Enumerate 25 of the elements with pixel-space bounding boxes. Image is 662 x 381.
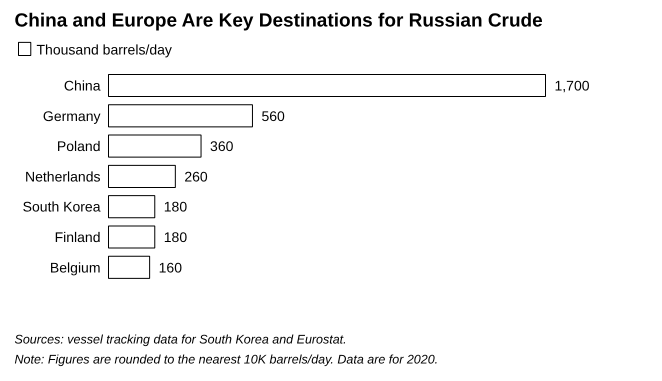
- bar: [108, 225, 156, 249]
- bar: [108, 74, 546, 98]
- text: Note: Figures are rounded to the nearest 10K barrels/day. Data are for 2020.: [14, 352, 438, 366]
- bar: [108, 134, 202, 158]
- y-tick-label: Belgium: [50, 259, 101, 276]
- y-tick-label: Poland: [56, 138, 100, 154]
- data-label: 560: [261, 108, 286, 124]
- data-label: 160: [158, 259, 182, 276]
- chart-title: China and Europe Are Key Destinations for Russian Crude: [14, 10, 543, 32]
- y-tick-label: South Korea: [22, 198, 101, 215]
- source-note: Sources: vessel tracking data for South Korea and Eurostat.: [14, 332, 347, 346]
- data-label: 1,700: [554, 78, 590, 94]
- y-tick-label: China: [64, 78, 101, 94]
- bar: [108, 195, 156, 218]
- y-tick-label: Finland: [54, 229, 101, 245]
- bar: [108, 256, 150, 279]
- data-label: 260: [184, 168, 208, 184]
- y-tick-label: Netherlands: [25, 168, 101, 184]
- data-label: 180: [164, 229, 188, 245]
- y-tick-label: Germany: [42, 108, 101, 124]
- bar: [108, 164, 176, 188]
- bar: [108, 104, 253, 128]
- data-label: 180: [164, 198, 188, 215]
- legend-label: Thousand barrels/day: [36, 42, 172, 58]
- data-label: 360: [210, 138, 234, 154]
